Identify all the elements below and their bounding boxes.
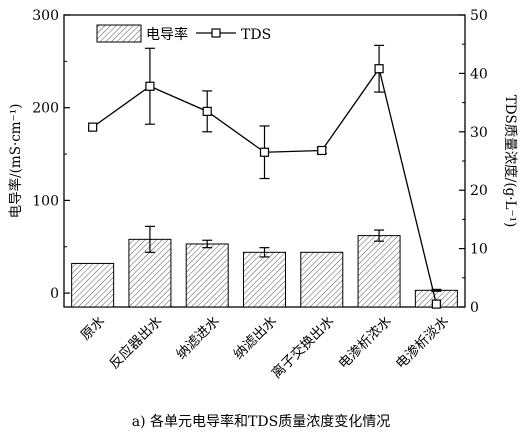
y-tick-label-left: 0 [50,286,59,302]
tds-point [145,81,155,91]
y-tick-label-left: 100 [32,193,59,209]
tds-point [317,145,327,156]
tds-point [88,122,98,132]
tds-point [374,64,384,74]
legend-marker-tds [211,28,221,38]
conductivity-bars [71,235,458,308]
y-tick-label-right: 50 [470,8,488,24]
category-label: 反应器出水 [106,312,166,372]
category-label: 原水 [78,313,109,344]
tds-point [259,147,270,157]
conductivity-bar [243,251,286,308]
category-label: 电渗析淡水 [393,313,452,372]
y-tick-label-right: 0 [470,300,479,316]
category-label: 离子交换出水 [268,312,338,382]
left-axis: 0 100 200 300 [32,8,70,302]
tds-point [202,106,212,116]
figure-caption: a) 各单元电导率和TDS质量浓度变化情况 [131,414,391,430]
tds-series [88,44,441,309]
y-tick-label-right: 40 [470,66,488,82]
y-tick-label-right: 20 [470,183,488,199]
y-axis-title-left: 电导率/(mS·cm⁻¹) [7,104,24,219]
y-tick-label-right: 10 [470,242,488,258]
category-label: 纳滤出水 [231,313,281,363]
conductivity-bar [185,243,229,308]
conductivity-bar [357,235,401,308]
legend-label-conductivity: 电导率 [146,26,188,43]
y-tick-label-left: 300 [32,8,59,24]
legend: 电导率 TDS [96,24,271,43]
conductivity-bar [128,238,172,308]
tds-point [431,299,441,309]
category-label: 纳滤进水 [173,313,223,363]
y-tick-label-left: 200 [32,101,59,117]
conductivity-bar [300,251,344,308]
legend-label-tds: TDS [241,27,271,43]
right-axis: 0 10 20 30 40 50 [459,8,488,316]
legend-swatch-conductivity [96,24,142,43]
category-label: 电渗析浓水 [336,313,395,372]
y-tick-label-right: 30 [470,125,488,141]
y-axis-title-right: TDS质量浓度/(g·L⁻¹) [502,95,518,228]
conductivity-error-bars [144,225,442,292]
conductivity-bar [71,262,115,308]
